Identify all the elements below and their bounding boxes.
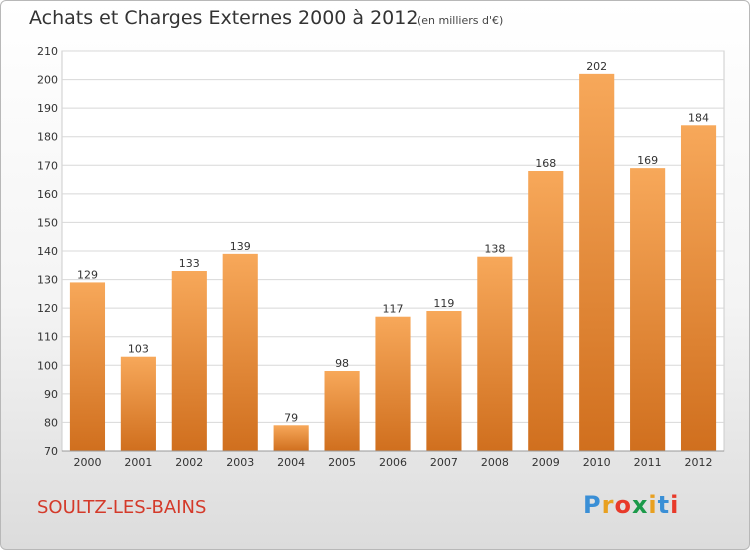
y-tick-label: 90	[44, 388, 58, 401]
bar-2007	[426, 311, 462, 451]
data-label-2002: 133	[179, 257, 200, 270]
y-tick-label: 150	[37, 216, 58, 229]
y-tick-label: 130	[37, 274, 58, 287]
logo-letter: r	[601, 491, 615, 519]
data-label-2009: 168	[535, 157, 556, 170]
y-tick-label: 200	[37, 74, 58, 87]
x-tick-label-2000: 2000	[73, 456, 101, 469]
x-tick-label-2005: 2005	[328, 456, 356, 469]
bar-2005	[324, 371, 360, 451]
bar-2000	[69, 282, 106, 451]
data-label-2003: 139	[230, 240, 251, 253]
x-tick-label-2010: 2010	[583, 456, 611, 469]
logo-letter: x	[631, 491, 649, 519]
logo-letter: P	[583, 491, 602, 519]
bar-2012	[680, 125, 717, 452]
x-tick-label-2008: 2008	[481, 456, 509, 469]
bar-2009	[528, 171, 564, 451]
chart-title: Achats et Charges Externes 2000 à 2012	[29, 7, 419, 29]
data-label-2010: 202	[586, 60, 607, 73]
x-tick-label-2002: 2002	[175, 456, 203, 469]
proxiti-logo: Proxiti	[583, 491, 679, 519]
data-label-2012: 184	[688, 111, 709, 124]
x-tick-label-2003: 2003	[226, 456, 254, 469]
y-tick-label: 80	[44, 416, 58, 429]
data-label-2004: 79	[284, 411, 298, 424]
data-label-2000: 129	[77, 268, 98, 281]
x-tick-label-2011: 2011	[634, 456, 662, 469]
y-tick-label: 190	[37, 102, 58, 115]
y-tick-label: 110	[37, 331, 58, 344]
data-label-2008: 138	[484, 243, 505, 256]
bar-2011	[630, 168, 666, 451]
x-tick-label-2001: 2001	[124, 456, 152, 469]
data-label-2011: 169	[637, 154, 658, 167]
bar-2004	[273, 425, 309, 451]
y-tick-label: 70	[44, 445, 58, 458]
data-label-2007: 119	[433, 297, 454, 310]
logo-letter: o	[614, 491, 632, 519]
data-label-2006: 117	[383, 303, 404, 316]
y-tick-label: 180	[37, 131, 58, 144]
y-tick-label: 160	[37, 188, 58, 201]
commune-name: SOULTZ-LES-BAINS	[37, 497, 207, 518]
y-tick-label: 210	[37, 45, 58, 58]
chart-subtitle: (en milliers d'€)	[417, 14, 504, 27]
data-label-2001: 103	[128, 343, 149, 356]
x-tick-label-2004: 2004	[277, 456, 305, 469]
bar-2003	[222, 253, 258, 451]
y-tick-label: 120	[37, 302, 58, 315]
logo-letter: t	[657, 491, 671, 519]
x-tick-label-2007: 2007	[430, 456, 458, 469]
x-tick-label-2009: 2009	[532, 456, 560, 469]
bar-2008	[477, 256, 513, 451]
logo-letter: i	[648, 491, 658, 519]
bar-2010	[579, 73, 615, 451]
x-tick-label-2012: 2012	[685, 456, 713, 469]
bar-2006	[375, 316, 411, 451]
y-tick-label: 100	[37, 359, 58, 372]
logo-letter: i	[670, 491, 680, 519]
bar-2002	[171, 271, 207, 451]
y-tick-label: 140	[37, 245, 58, 258]
x-tick-label-2006: 2006	[379, 456, 407, 469]
data-label-2005: 98	[335, 357, 349, 370]
bar-2001	[120, 356, 156, 451]
y-tick-label: 170	[37, 159, 58, 172]
